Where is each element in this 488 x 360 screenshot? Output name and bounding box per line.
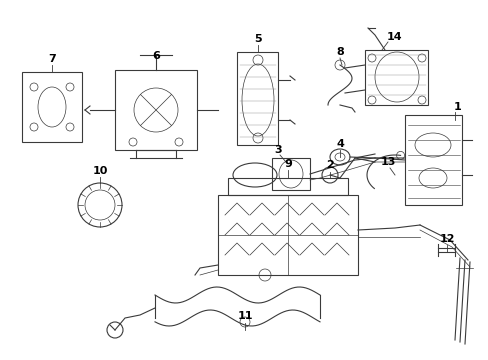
Bar xyxy=(271,158,309,190)
Bar xyxy=(115,70,197,150)
Text: 4: 4 xyxy=(335,139,343,149)
Text: 5: 5 xyxy=(254,34,261,44)
Text: 11: 11 xyxy=(237,311,252,321)
Text: 14: 14 xyxy=(386,32,402,42)
Text: 10: 10 xyxy=(92,166,107,176)
Bar xyxy=(237,52,278,145)
Text: 13: 13 xyxy=(380,157,395,167)
Text: 1: 1 xyxy=(453,102,461,112)
Text: 12: 12 xyxy=(438,234,454,244)
Text: 2: 2 xyxy=(325,160,333,170)
Text: 8: 8 xyxy=(335,47,343,57)
Text: 6: 6 xyxy=(152,51,160,61)
Bar xyxy=(364,50,427,105)
Bar xyxy=(22,72,82,142)
Text: 3: 3 xyxy=(274,145,281,155)
Text: 9: 9 xyxy=(284,159,291,169)
Text: 7: 7 xyxy=(48,54,56,64)
Bar xyxy=(404,115,461,205)
